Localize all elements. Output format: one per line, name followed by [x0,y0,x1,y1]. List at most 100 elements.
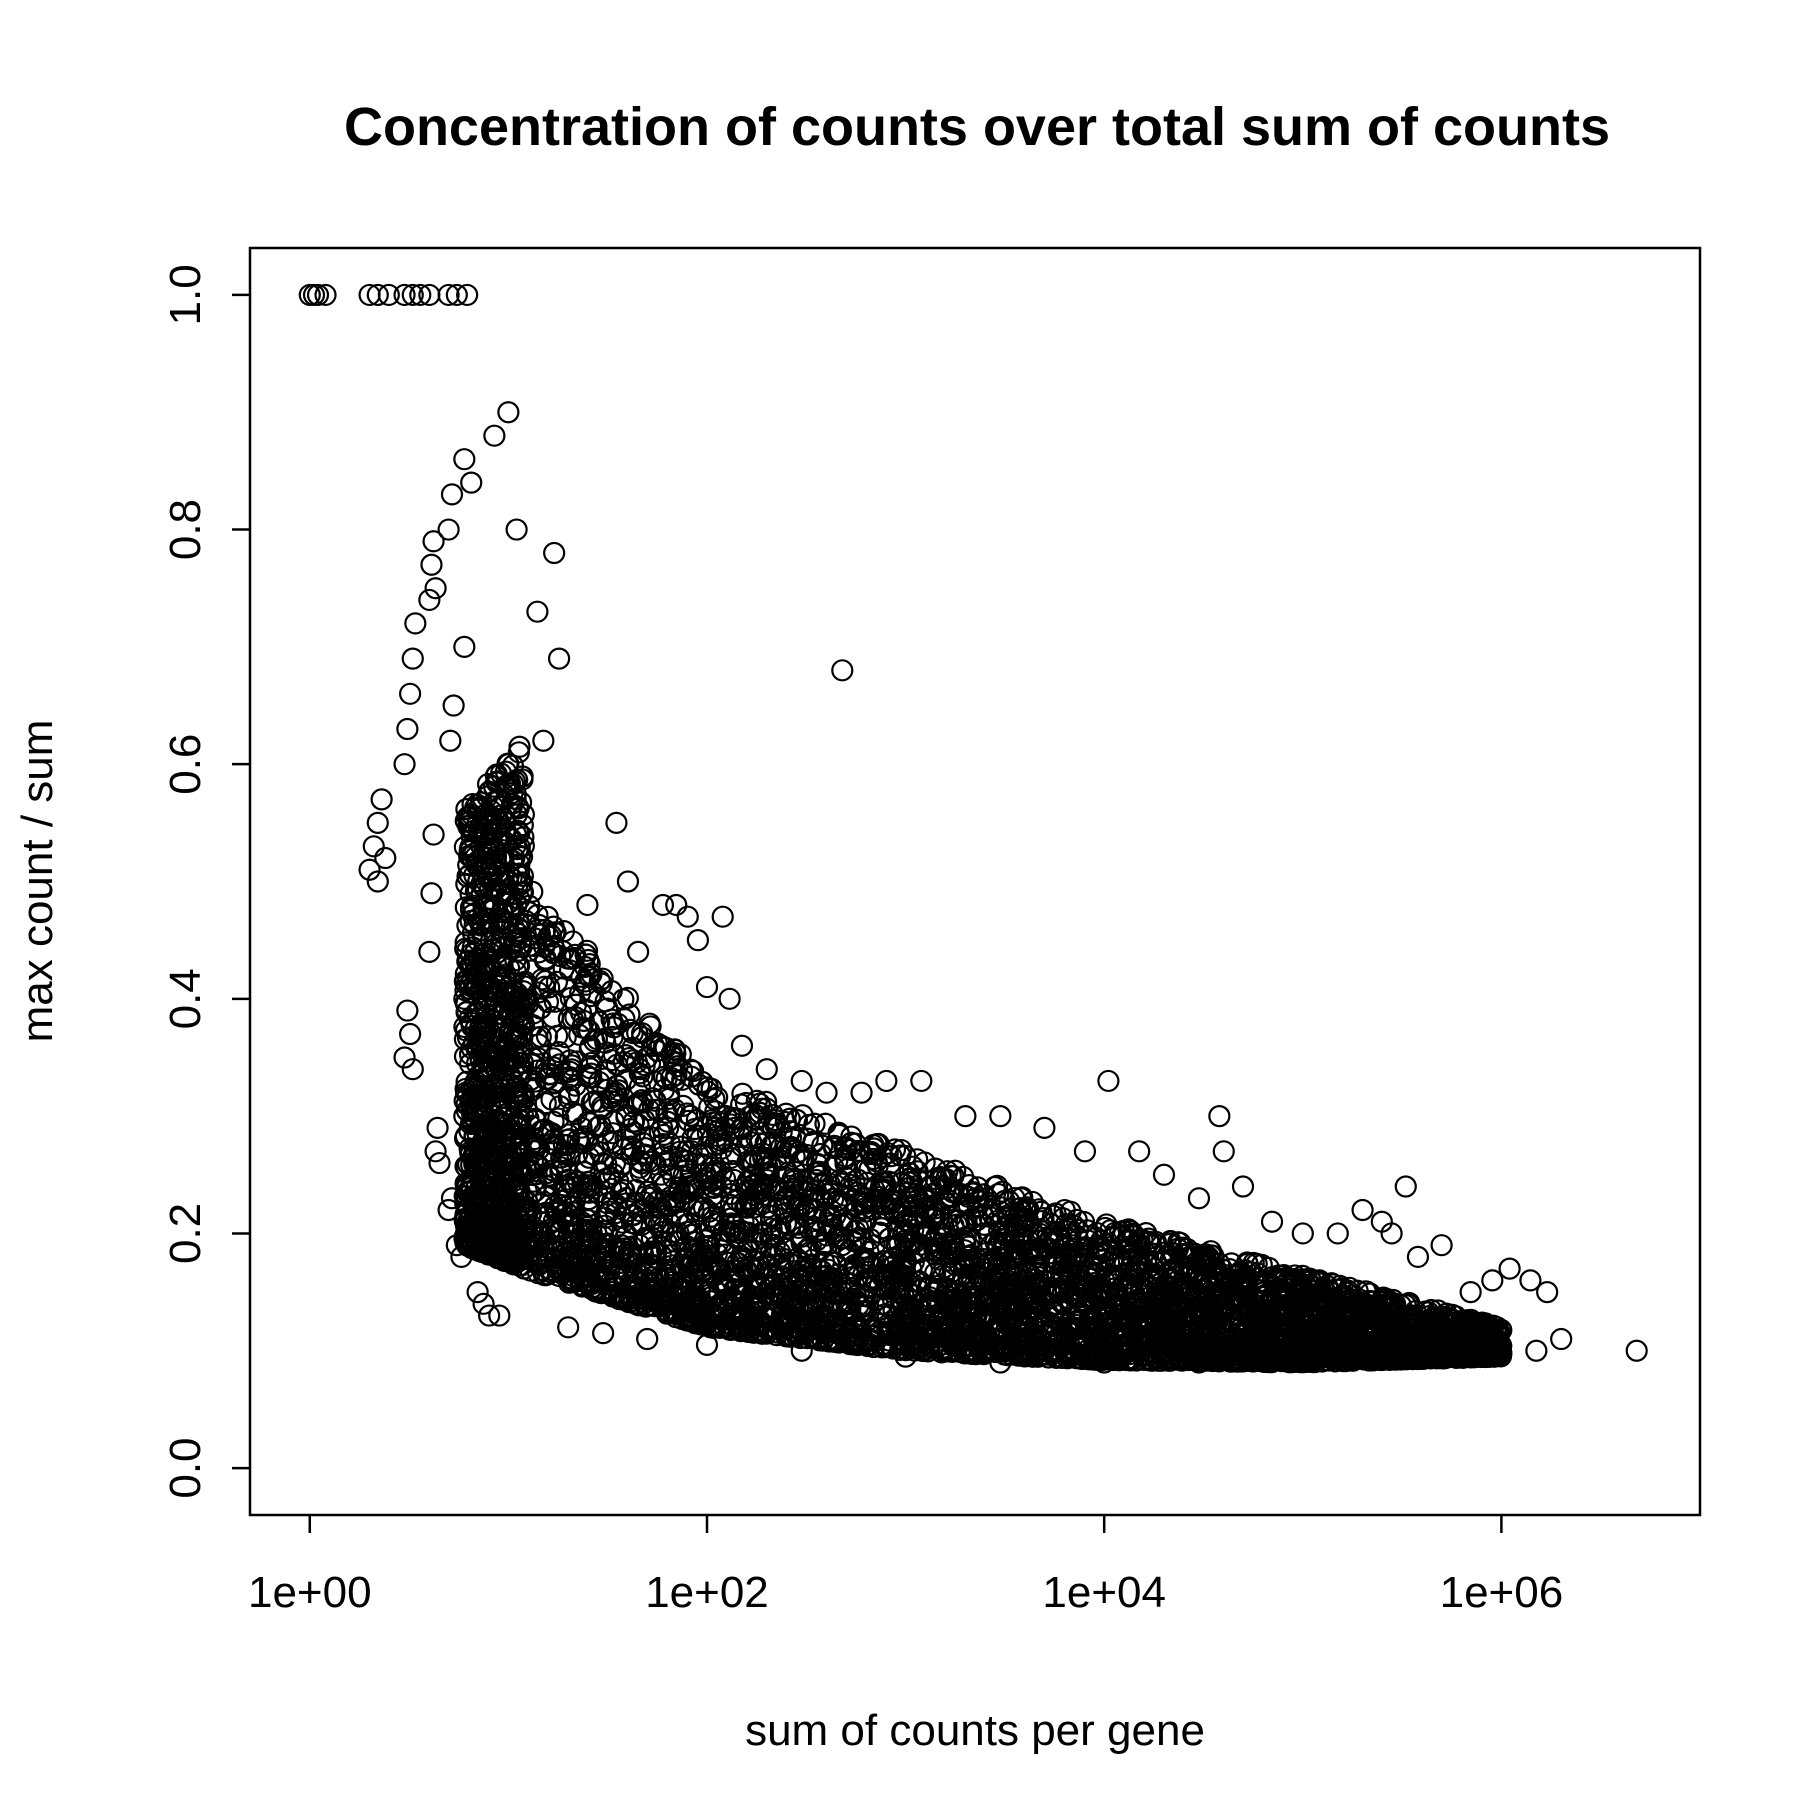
data-point-band-2-879 [837,1240,861,1263]
data-point-band-0-864 [476,984,499,1008]
data-point-band-1-865 [540,1132,563,1155]
data-point-band-1-899 [528,913,551,937]
data-point-band-0-779 [470,1040,493,1063]
data-point-band-2-635 [716,1130,739,1153]
data-point-band-2-866 [754,1282,777,1305]
data-point-band-0-882 [494,819,517,842]
data-point-band-1-859 [638,1242,661,1265]
data-point-band-2-842 [748,1170,771,1194]
data-point-band-2-495 [814,1112,837,1135]
data-point-band-2-836 [730,1134,753,1157]
data-point-band-1-863 [614,1128,637,1151]
data-point-band-0-868 [504,787,527,811]
data-point-band-0-795 [499,1049,522,1072]
data-point-band-2-815 [719,1302,743,1325]
data-point-band-2-692 [700,1251,723,1274]
data-point-band-1-830 [658,1083,681,1107]
data-point-band-2-873 [860,1141,883,1164]
data-point-band-1-898 [525,1163,548,1186]
data-point-band-2-823 [815,1296,838,1319]
y-tick-label-5: 1.0 [161,264,210,325]
data-point-band-2-891 [854,1330,877,1353]
data-point-band-2-775 [717,1251,740,1274]
data-point-band-0-793 [454,1081,478,1104]
data-point-band-1-821 [533,949,557,972]
data-point-band-2-843 [850,1191,873,1214]
data-point-band-1-784 [560,1058,583,1081]
data-point-band-1-860 [677,1109,700,1132]
data-point-band-2-814 [698,1234,721,1258]
data-point-band-1-891 [627,1092,650,1115]
data-point-band-1-857 [604,1202,627,1225]
data-point-band-2-835 [724,1108,747,1131]
data-point-band-0-812 [454,937,477,960]
data-point-band-2-708 [697,1280,720,1303]
data-point-band-2-780 [836,1157,859,1181]
data-point-band-2-860 [791,1104,814,1127]
data-point-band-2-898 [857,1250,880,1273]
data-point-band-1-806 [643,1254,666,1277]
data-point-band-2-740 [763,1233,786,1257]
data-point-band-2-875 [712,1219,736,1242]
data-point-band-1-769 [629,1058,652,1081]
data-point-band-1-420 [669,1043,692,1066]
data-point-band-0-610 [457,1153,480,1176]
data-point-band-1-502 [576,1110,600,1134]
data-point-band-2-878 [756,1196,779,1219]
data-point-band-1-810 [609,1285,632,1308]
data-point-band-2-799 [785,1247,809,1270]
data-point-band-2-853 [749,1292,772,1315]
data-point-band-2-696 [700,1163,723,1186]
data-point-band-0-690 [455,798,478,821]
data-point-band-1-777 [642,1070,665,1093]
data-point-band-1-511 [558,959,582,982]
data-point-band-0-817 [454,1155,477,1178]
data-point-band-0-848 [506,819,529,842]
data-point-band-0-871 [503,1081,526,1105]
data-point-band-1-690 [523,927,546,950]
data-point-band-1-897 [558,1144,581,1167]
data-point-band-0-875 [463,1032,486,1055]
data-point-band-0-821 [497,776,520,799]
data-point-band-1-849 [521,1014,545,1037]
data-point-band-1-843 [640,1266,663,1289]
data-point-band-2-743 [750,1275,773,1299]
data-point-band-1-788 [555,1242,578,1265]
data-point-band-2-672 [704,1173,727,1196]
data-point-band-1-688 [630,1152,654,1175]
data-point-band-2-834 [705,1187,728,1211]
data-point-band-2-890 [808,1160,832,1183]
data-point-band-1-880 [563,1270,586,1293]
data-point-band-2-856 [802,1131,825,1154]
data-point-band-0-879 [506,873,529,897]
data-point-band-1-893 [577,1170,600,1193]
data-point-band-1-605 [579,985,602,1008]
data-point-band-2-548 [700,1175,723,1198]
data-point-band-2-894 [748,1309,772,1333]
data-point-band-1-837 [570,1116,593,1139]
data-point-band-1-834 [562,1196,585,1219]
data-point-band-0-720 [469,1138,492,1162]
y-tick-label-1: 0.2 [161,1203,210,1264]
data-point-band-2-882 [742,1196,765,1219]
data-point-band-2-731 [763,1111,786,1135]
data-point-band-0-888 [458,974,481,997]
data-point-band-1-787 [583,1030,606,1053]
data-point-band-2-832 [742,1249,765,1273]
data-point-band-1-746 [521,1053,544,1076]
data-point-band-2-849 [793,1199,817,1222]
data-point-band-2-895 [812,1232,835,1255]
data-point-band-2-831 [719,1113,742,1136]
data-point-band-2-846 [846,1193,869,1217]
data-point-band-1-790 [657,1116,680,1139]
y-tick-label-2: 0.4 [161,968,210,1029]
data-point-band-1-648 [558,1083,581,1106]
data-point-band-0-878 [453,1028,476,1051]
data-point-band-0-806 [457,815,480,838]
data-point-band-1-827 [670,1207,693,1230]
data-point-band-1-848 [625,1213,648,1236]
data-point-band-2-416 [731,1082,754,1105]
x-axis-label: sum of counts per gene [745,1706,1205,1755]
data-point-band-2-794 [823,1317,846,1340]
data-point-band-2-837 [820,1266,843,1289]
